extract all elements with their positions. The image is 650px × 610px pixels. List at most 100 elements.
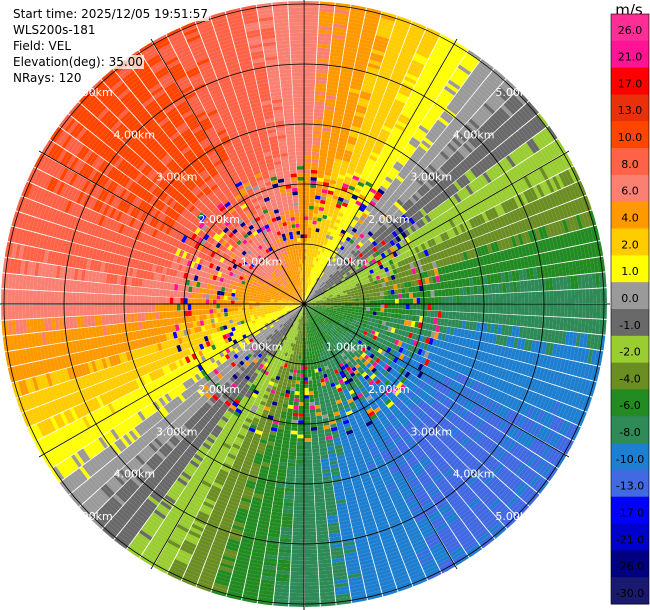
velocity-gate — [351, 218, 358, 225]
velocity-gate — [485, 304, 489, 314]
velocity-gate — [343, 239, 349, 245]
velocity-gate — [313, 206, 320, 211]
velocity-gate — [340, 189, 347, 196]
velocity-gate — [323, 241, 328, 246]
velocity-gate — [448, 311, 453, 320]
velocity-gate — [379, 233, 386, 240]
velocity-gate — [309, 358, 314, 363]
velocity-gate — [431, 219, 439, 228]
velocity-gate — [312, 379, 317, 384]
velocity-gate — [456, 234, 463, 244]
velocity-gate — [409, 196, 417, 205]
velocity-gate — [374, 256, 380, 262]
velocity-gate — [309, 394, 314, 399]
velocity-gate — [473, 204, 482, 215]
velocity-gate — [399, 206, 407, 214]
velocity-gate — [459, 61, 474, 73]
velocity-gate — [355, 221, 362, 228]
velocity-gate — [317, 239, 321, 244]
velocity-gate — [485, 197, 494, 209]
velocity-gate — [523, 175, 533, 189]
velocity-gate — [533, 214, 542, 228]
velocity-gate — [319, 266, 323, 271]
velocity-gate — [443, 59, 457, 70]
velocity-gate — [344, 301, 349, 304]
velocity-gate — [438, 180, 448, 190]
velocity-gate — [382, 165, 391, 173]
velocity-gate — [475, 110, 488, 122]
velocity-gate — [310, 184, 317, 189]
velocity-gate — [345, 259, 351, 265]
velocity-gate — [363, 253, 369, 259]
velocity-gate — [415, 285, 420, 292]
velocity-gate — [355, 282, 360, 287]
velocity-gate — [344, 176, 352, 182]
velocity-gate — [395, 235, 402, 243]
velocity-gate — [314, 97, 325, 103]
velocity-gate — [420, 121, 432, 131]
velocity-gate — [318, 289, 323, 293]
velocity-gate — [304, 295, 305, 300]
velocity-gate — [308, 301, 313, 303]
velocity-gate — [400, 224, 407, 231]
velocity-gate — [331, 228, 337, 234]
velocity-gate — [454, 41, 469, 52]
velocity-gate — [352, 175, 360, 181]
velocity-gate — [534, 152, 545, 166]
velocity-gate — [374, 118, 385, 126]
velocity-gate — [607, 288, 611, 303]
velocity-gate — [304, 65, 316, 70]
velocity-gate — [414, 202, 423, 210]
velocity-gate — [426, 290, 431, 298]
velocity-gate — [443, 211, 452, 221]
velocity-gate — [351, 301, 356, 304]
velocity-gate — [452, 311, 457, 320]
velocity-gate — [433, 140, 444, 151]
velocity-gate — [455, 312, 460, 320]
velocity-gate — [345, 249, 351, 255]
velocity-gate — [382, 59, 396, 68]
velocity-gate — [405, 304, 410, 310]
velocity-gate — [335, 276, 340, 280]
velocity-gate — [338, 273, 343, 278]
velocity-gate — [362, 300, 367, 304]
velocity-gate — [344, 284, 349, 288]
velocity-gate — [329, 59, 342, 65]
velocity-gate — [399, 182, 408, 191]
velocity-gate — [360, 174, 368, 181]
velocity-gate — [352, 70, 366, 77]
velocity-gate — [430, 290, 435, 297]
velocity-gate — [371, 258, 377, 264]
velocity-gate — [310, 256, 314, 261]
velocity-gate — [332, 30, 347, 36]
velocity-gate — [463, 104, 476, 116]
velocity-gate — [520, 177, 530, 190]
velocity-gate — [307, 289, 310, 293]
velocity-gate — [592, 304, 597, 319]
velocity-gate — [556, 304, 561, 317]
velocity-gate — [308, 274, 311, 279]
velocity-gate — [339, 208, 346, 214]
velocity-gate — [347, 188, 354, 195]
velocity-gate — [331, 217, 337, 223]
velocity-gate — [351, 281, 356, 286]
velocity-gate — [330, 300, 334, 303]
velocity-gate — [424, 152, 435, 161]
velocity-gate — [404, 146, 415, 155]
velocity-gate — [408, 217, 416, 225]
velocity-gate — [380, 299, 385, 304]
velocity-gate — [315, 298, 319, 301]
velocity-gate — [354, 145, 364, 152]
velocity-gate — [448, 50, 463, 61]
velocity-gate — [367, 158, 376, 165]
velocity-gate — [330, 45, 344, 51]
velocity-gate — [327, 247, 333, 252]
velocity-gate — [369, 56, 383, 63]
velocity-gate — [304, 198, 310, 203]
velocity-gate — [304, 158, 312, 163]
velocity-gate — [308, 376, 312, 381]
velocity-gate — [560, 154, 571, 169]
velocity-gate — [589, 304, 594, 319]
velocity-gate — [408, 286, 413, 293]
velocity-gate — [305, 277, 307, 282]
